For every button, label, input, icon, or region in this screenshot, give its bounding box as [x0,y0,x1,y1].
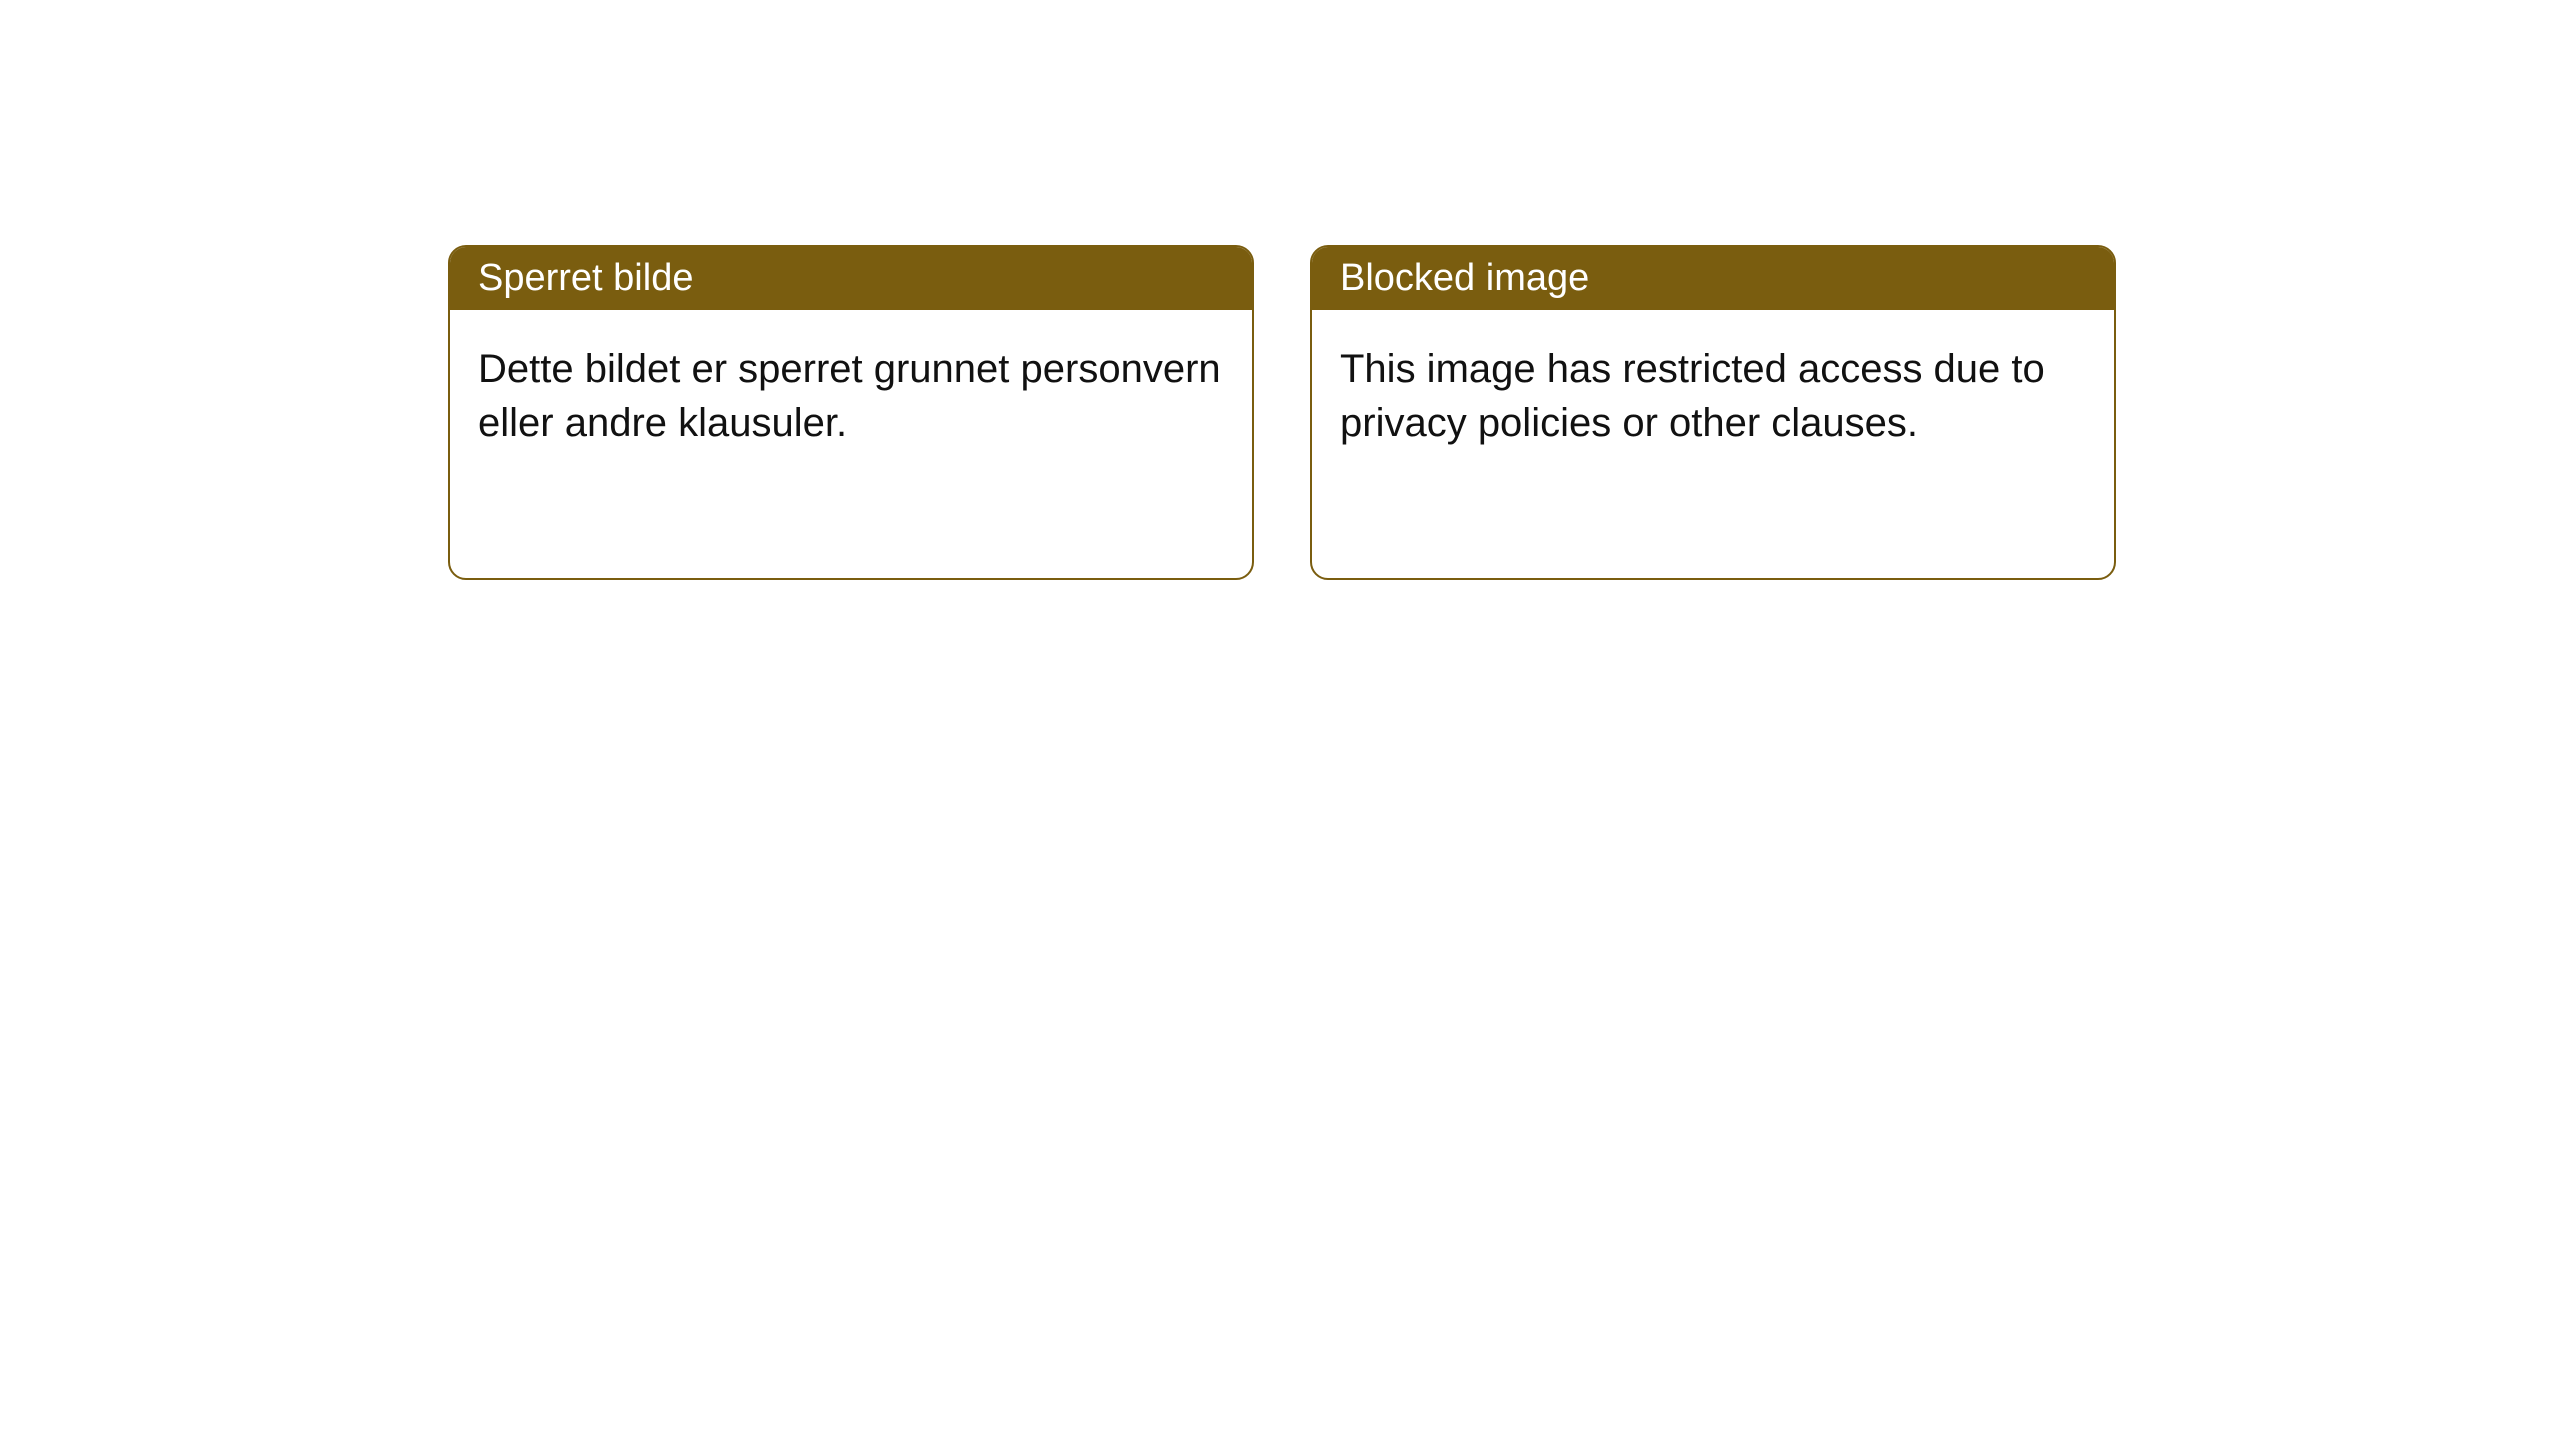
notice-card-body: Dette bildet er sperret grunnet personve… [450,310,1252,578]
notice-card-title: Sperret bilde [450,247,1252,310]
notice-container: Sperret bilde Dette bildet er sperret gr… [0,0,2560,580]
notice-card-body: This image has restricted access due to … [1312,310,2114,578]
notice-card-english: Blocked image This image has restricted … [1310,245,2116,580]
notice-card-norwegian: Sperret bilde Dette bildet er sperret gr… [448,245,1254,580]
notice-card-title: Blocked image [1312,247,2114,310]
